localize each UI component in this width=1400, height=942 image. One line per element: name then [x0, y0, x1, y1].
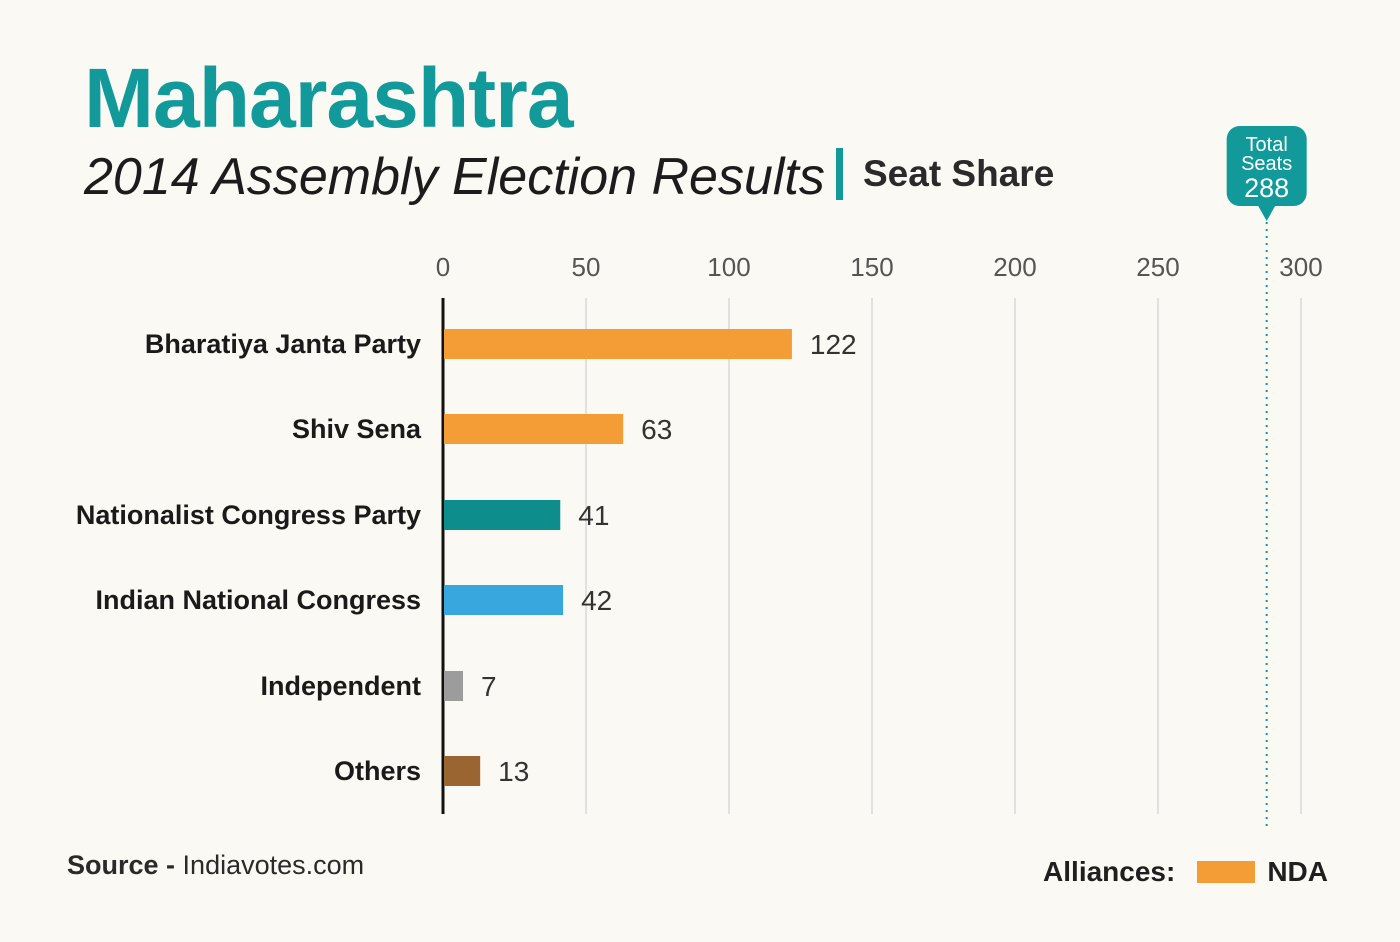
x-tick-label: 100	[707, 252, 750, 282]
category-label: Shiv Sena	[292, 414, 422, 444]
total-seats-line1: Total	[1246, 134, 1288, 156]
total-seats-pointer	[1257, 205, 1276, 221]
x-tick-label: 200	[993, 252, 1036, 282]
data-label: 41	[578, 500, 609, 531]
bar	[444, 329, 792, 359]
data-label: 122	[810, 329, 857, 360]
total-seats-value: 288	[1244, 173, 1289, 203]
x-tick-label: 0	[436, 252, 450, 282]
section-label: Seat Share	[863, 153, 1055, 194]
gridlines	[441, 298, 1302, 814]
bar	[444, 671, 464, 701]
category-label: Nationalist Congress Party	[76, 500, 421, 530]
x-tick-label: 300	[1279, 252, 1322, 282]
category-label: Independent	[261, 671, 422, 701]
data-label: 63	[641, 414, 672, 445]
category-label: Indian National Congress	[95, 585, 421, 615]
bar	[444, 414, 624, 444]
category-label: Bharatiya Janta Party	[145, 329, 421, 359]
bar	[444, 756, 481, 786]
bar	[444, 500, 561, 530]
x-axis-ticks: 0 50 100 150 200 250 300	[436, 252, 1323, 282]
bar	[444, 585, 564, 615]
source-value: Indiavotes.com	[182, 850, 365, 880]
title-divider	[836, 148, 843, 200]
legend-entry-nda: NDA	[1267, 856, 1328, 887]
data-label: 42	[581, 585, 612, 616]
legend-label: Alliances:	[1043, 856, 1176, 887]
source-note: Source - Indiavotes.com	[67, 850, 364, 881]
legend-swatch-nda	[1197, 861, 1256, 883]
legend: Alliances: NDA	[1043, 856, 1328, 888]
category-label: Others	[334, 756, 421, 786]
x-tick-label: 150	[850, 252, 893, 282]
bars: Bharatiya Janta Party 122 Shiv Sena 63 Natio…	[76, 329, 857, 787]
x-tick-label: 250	[1136, 252, 1179, 282]
data-label: 7	[481, 671, 497, 702]
x-tick-label: 50	[572, 252, 601, 282]
total-seats-badge	[1226, 126, 1307, 206]
page-title: Maharashtra	[84, 51, 574, 145]
total-seats-line2: Seats	[1241, 153, 1292, 175]
page-subtitle: 2014 Assembly Election Results	[84, 148, 825, 206]
data-label: 13	[498, 756, 529, 787]
source-label: Source -	[67, 850, 176, 880]
